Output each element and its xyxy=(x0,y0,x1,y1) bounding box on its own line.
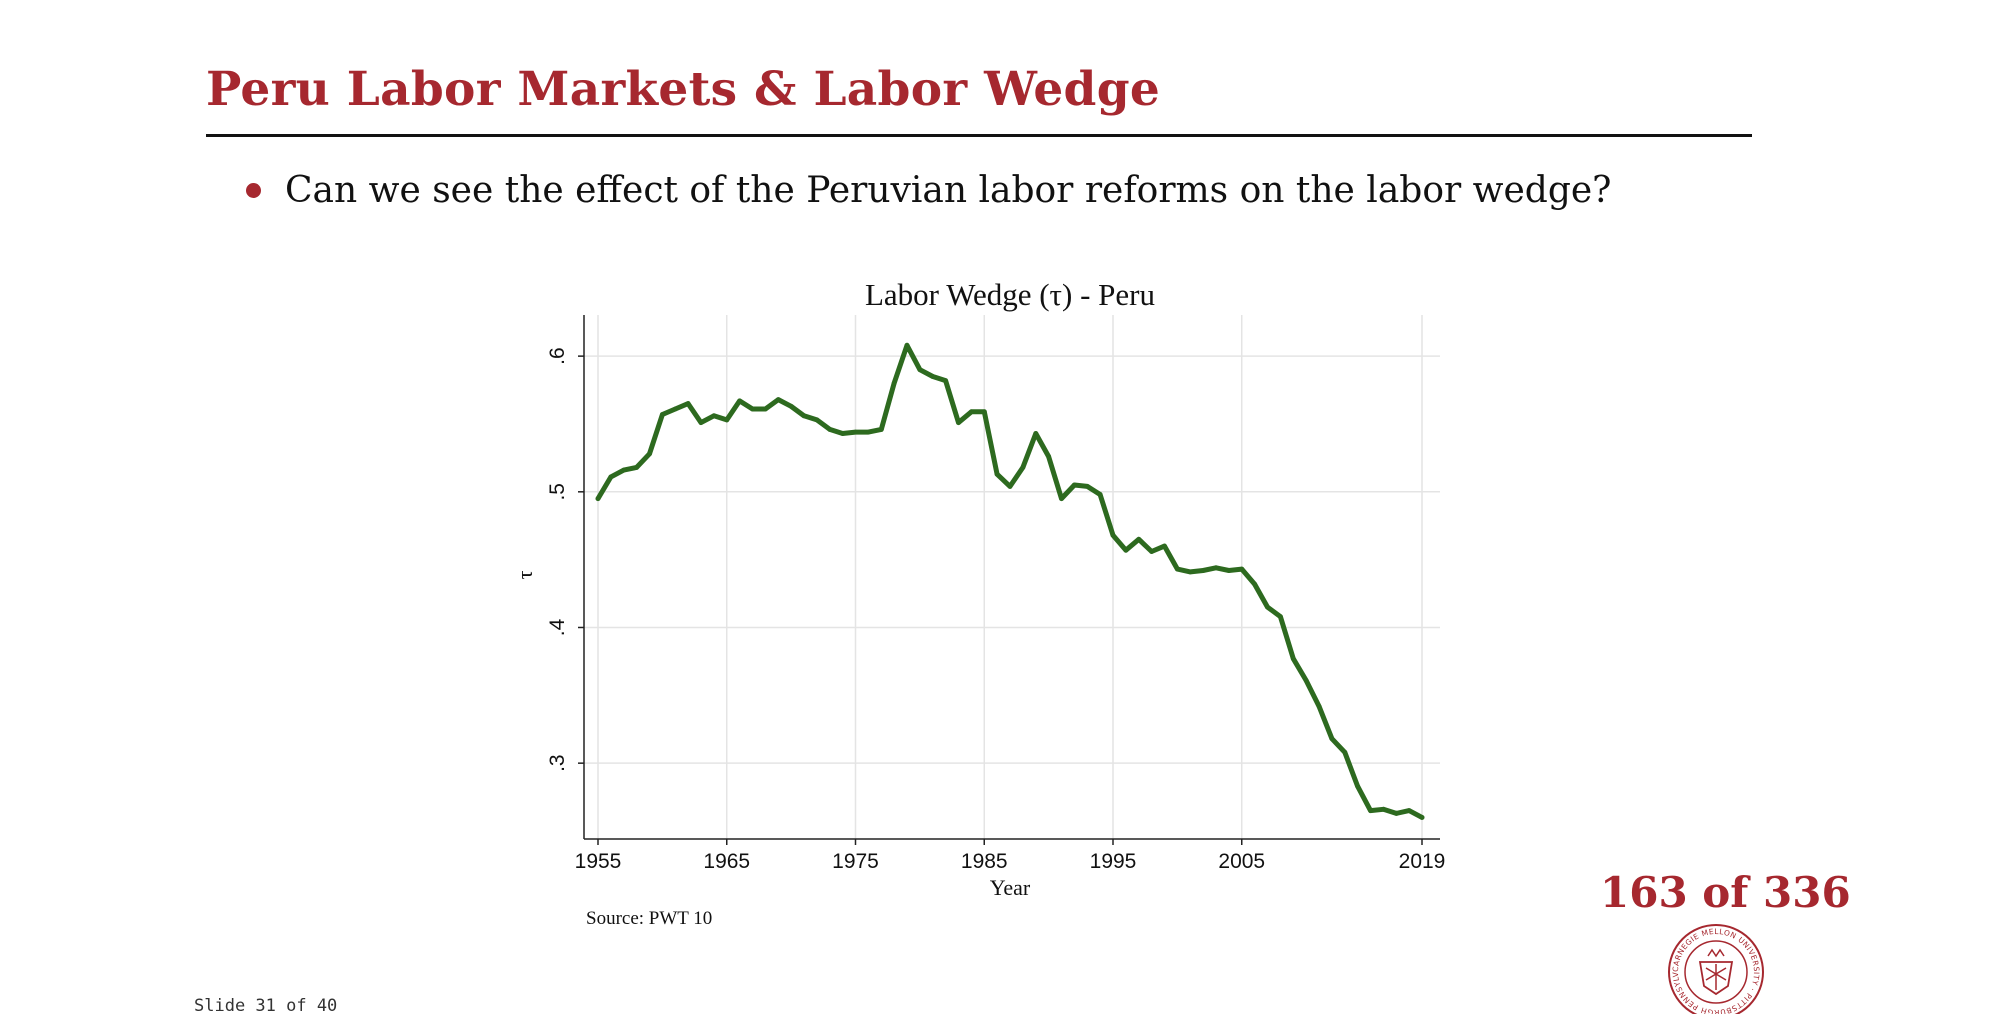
data-point xyxy=(698,420,704,425)
data-point xyxy=(1033,431,1039,436)
y-tick-label: .3 xyxy=(546,754,569,772)
y-tick-label: .4 xyxy=(546,618,569,636)
title-divider xyxy=(206,134,1752,137)
data-point xyxy=(737,398,742,404)
data-point xyxy=(1278,614,1283,619)
data-point xyxy=(1072,482,1077,488)
data-point xyxy=(788,403,794,409)
x-tick-label: 1985 xyxy=(961,850,1008,873)
data-point xyxy=(1355,783,1360,789)
data-point xyxy=(827,427,833,432)
data-point xyxy=(981,409,987,415)
data-point xyxy=(891,380,897,386)
chart-title: Labor Wedge (τ) - Peru xyxy=(865,277,1155,312)
data-point xyxy=(1368,808,1373,813)
data-point xyxy=(1187,569,1193,575)
x-tick-label: 2019 xyxy=(1399,850,1446,873)
data-point xyxy=(724,417,730,423)
data-point xyxy=(904,342,910,348)
data-point xyxy=(1342,749,1348,755)
data-point xyxy=(1046,454,1051,459)
data-point xyxy=(814,417,820,423)
data-point xyxy=(1149,549,1154,554)
data-point xyxy=(1419,815,1425,820)
series-line xyxy=(595,342,1425,820)
data-point xyxy=(1162,543,1167,549)
data-point xyxy=(1007,484,1013,489)
data-point xyxy=(1406,808,1412,813)
data-point xyxy=(917,367,923,373)
data-point xyxy=(943,378,948,383)
data-point xyxy=(672,406,678,412)
data-point xyxy=(1265,604,1270,610)
data-point xyxy=(1381,806,1386,812)
data-point xyxy=(634,465,639,470)
data-point xyxy=(930,374,936,379)
data-point xyxy=(1239,566,1245,572)
slide-number: Slide 31 of 40 xyxy=(194,996,338,1014)
data-point xyxy=(1059,496,1064,501)
data-point xyxy=(750,406,755,412)
data-point xyxy=(1020,465,1026,470)
data-point xyxy=(1097,492,1103,497)
data-point xyxy=(956,420,961,425)
data-point xyxy=(1393,811,1399,816)
labor-wedge-chart: .3 .4 .5 .6 1955 1965 1975 1985 1995 2005 2019 Lab… xyxy=(512,277,1446,929)
data-point xyxy=(660,412,665,417)
data-point xyxy=(1290,656,1296,662)
data-point xyxy=(775,397,781,402)
data-point xyxy=(866,429,871,435)
data-point xyxy=(1136,536,1142,542)
x-tick-label: 1975 xyxy=(832,850,879,873)
data-point xyxy=(685,401,691,406)
data-point xyxy=(763,406,768,412)
data-point xyxy=(1175,566,1180,572)
data-point xyxy=(994,471,1000,477)
x-tick-label: 1965 xyxy=(703,850,750,873)
source-note: Source: PWT 10 xyxy=(586,908,712,929)
data-point xyxy=(1316,703,1322,709)
y-axis-label: τ xyxy=(512,570,537,579)
x-axis-label: Year xyxy=(990,875,1031,900)
data-point xyxy=(608,474,614,480)
bullet-item: Can we see the effect of the Peruvian la… xyxy=(246,170,1611,211)
data-point xyxy=(969,409,974,415)
data-point xyxy=(1110,532,1116,538)
data-point xyxy=(1303,678,1309,683)
y-tick-label: .5 xyxy=(546,483,569,501)
y-tick-label: .6 xyxy=(546,347,569,365)
x-tick-label: 1995 xyxy=(1090,850,1137,873)
data-point xyxy=(840,431,845,436)
bullet-text: Can we see the effect of the Peruvian la… xyxy=(285,170,1612,211)
data-point xyxy=(595,496,601,501)
slide-title: Peru Labor Markets & Labor Wedge xyxy=(206,62,1161,117)
data-point xyxy=(1252,581,1257,587)
data-point xyxy=(621,467,627,473)
data-point xyxy=(1213,565,1219,571)
data-point xyxy=(801,413,807,419)
slide-counter: 163 of 336 xyxy=(1600,868,1851,917)
bullet-dot-icon xyxy=(246,183,261,198)
data-point xyxy=(1123,547,1129,553)
data-point xyxy=(878,427,884,432)
data-point xyxy=(1226,568,1232,573)
data-point xyxy=(711,413,717,419)
university-seal-icon: CARNEGIE MELLON UNIVERSITY · PITTSBURGH … xyxy=(1666,922,1764,1014)
x-tick-label: 1955 xyxy=(575,850,622,873)
x-tick-label: 2005 xyxy=(1218,850,1265,873)
data-point xyxy=(1084,484,1090,489)
chart-container: .3 .4 .5 .6 1955 1965 1975 1985 1995 2005 2019 Lab… xyxy=(500,262,1460,942)
data-point xyxy=(1329,736,1335,742)
data-point xyxy=(1200,568,1206,573)
data-point xyxy=(853,429,858,435)
data-point xyxy=(647,451,652,457)
